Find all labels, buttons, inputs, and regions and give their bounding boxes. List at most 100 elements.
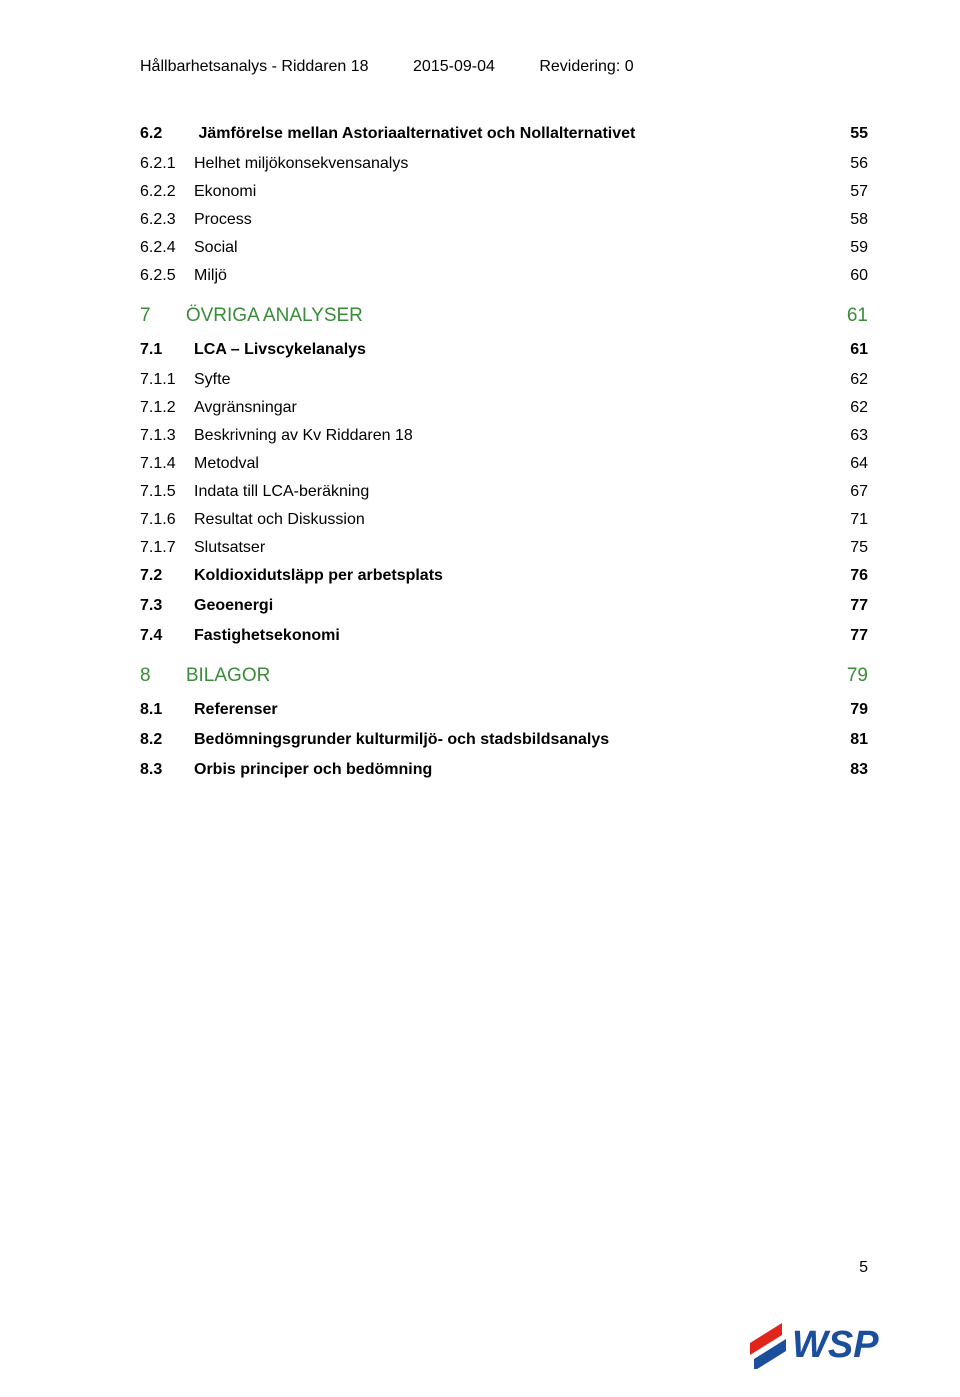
toc-heading-num: 8 [140, 664, 170, 688]
toc-page: 60 [828, 266, 868, 286]
toc-page: 77 [828, 596, 868, 616]
toc-row: 8.3Orbis principer och bedömning 83 [140, 760, 868, 780]
toc-text: LCA – Livscykelanalys [194, 341, 366, 358]
toc-row: 7.1.4Metodval 64 [140, 454, 868, 474]
toc-page: 59 [828, 238, 868, 258]
toc-num: 6.2.4 [140, 238, 194, 258]
toc-num: 8.2 [140, 730, 194, 750]
toc-text: Bedömningsgrunder kulturmiljö- och stads… [194, 731, 609, 748]
toc-num: 8.3 [140, 760, 194, 780]
toc-text: Resultat och Diskussion [194, 511, 365, 528]
toc-heading-label: 8 BILAGOR [140, 664, 828, 688]
toc-page: 77 [828, 626, 868, 646]
toc-page: 61 [828, 340, 868, 360]
page-number: 5 [859, 1259, 868, 1277]
toc-row: 7.1.3Beskrivning av Kv Riddaren 18 63 [140, 426, 868, 446]
toc-num: 6.2.1 [140, 154, 194, 174]
toc-num: 6.2 [140, 124, 194, 144]
toc-text: Ekonomi [194, 183, 256, 200]
toc-num: 7.3 [140, 596, 194, 616]
toc-num: 7.2 [140, 566, 194, 586]
toc-text: Indata till LCA-beräkning [194, 483, 369, 500]
toc-heading-row: 8 BILAGOR 79 [140, 664, 868, 688]
toc-num: 7.1 [140, 340, 194, 360]
header-left: Hållbarhetsanalys - Riddaren 18 [140, 58, 369, 76]
toc-row: 6.2.1Helhet miljökonsekvensanalys 56 [140, 154, 868, 174]
toc-heading-num: 7 [140, 304, 170, 328]
toc-row: 7.4Fastighetsekonomi 77 [140, 626, 868, 646]
toc-heading-text: BILAGOR [186, 665, 270, 686]
toc-num: 7.1.1 [140, 370, 194, 390]
toc-text: Social [194, 239, 238, 256]
toc-page: 67 [828, 482, 868, 502]
toc-text: Metodval [194, 455, 259, 472]
toc-num: 7.1.4 [140, 454, 194, 474]
toc-text: Jämförelse mellan Astoriaalternativet oc… [198, 125, 635, 142]
toc-num: 6.2.2 [140, 182, 194, 202]
toc-section-8: 8 BILAGOR 79 8.1Referenser 79 8.2Bedömnin… [140, 664, 868, 780]
toc-text: Beskrivning av Kv Riddaren 18 [194, 427, 413, 444]
toc-row: 7.3Geoenergi 77 [140, 596, 868, 616]
toc-num: 7.1.3 [140, 426, 194, 446]
header-spacer1 [369, 58, 413, 76]
toc-row: 7.2Koldioxidutsläpp per arbetsplats 76 [140, 566, 868, 586]
toc-text: Fastighetsekonomi [194, 627, 340, 644]
toc-text: Slutsatser [194, 539, 265, 556]
toc-page: 76 [828, 566, 868, 586]
toc-heading-page: 79 [828, 664, 868, 688]
toc-page: 62 [828, 398, 868, 418]
toc-row: 6.2.3Process 58 [140, 210, 868, 230]
document-page: Hållbarhetsanalys - Riddaren 18 2015-09-… [0, 0, 960, 1397]
toc-text: Orbis principer och bedömning [194, 761, 432, 778]
toc-num: 6.2.5 [140, 266, 194, 286]
toc-section-7: 7 ÖVRIGA ANALYSER 61 7.1LCA – Livscykela… [140, 304, 868, 646]
toc-row: 7.1LCA – Livscykelanalys 61 [140, 340, 868, 360]
toc-page: 75 [828, 538, 868, 558]
toc-num: 6.2.3 [140, 210, 194, 230]
toc-page: 58 [828, 210, 868, 230]
toc-row: 7.1.7Slutsatser 75 [140, 538, 868, 558]
toc-label: 6.2 Jämförelse mellan Astoriaalternative… [140, 124, 828, 144]
toc-num: 7.1.7 [140, 538, 194, 558]
toc-section-6: 6.2 Jämförelse mellan Astoriaalternative… [140, 124, 868, 286]
toc-page: 83 [828, 760, 868, 780]
toc-page: 79 [828, 700, 868, 720]
toc-heading-text: ÖVRIGA ANALYSER [186, 305, 363, 326]
toc-page: 57 [828, 182, 868, 202]
toc-row: 6.2.5Miljö 60 [140, 266, 868, 286]
wsp-logo-text: WSP [792, 1324, 879, 1366]
toc-num: 8.1 [140, 700, 194, 720]
toc-text: Geoenergi [194, 597, 273, 614]
toc-num: 7.1.6 [140, 510, 194, 530]
toc-text: Koldioxidutsläpp per arbetsplats [194, 567, 443, 584]
toc-row: 7.1.5Indata till LCA-beräkning 67 [140, 482, 868, 502]
toc-page: 81 [828, 730, 868, 750]
toc-row: 7.1.2Avgränsningar 62 [140, 398, 868, 418]
toc-row: 8.2Bedömningsgrunder kulturmiljö- och st… [140, 730, 868, 750]
toc-heading-label: 7 ÖVRIGA ANALYSER [140, 304, 828, 328]
toc-num: 7.1.5 [140, 482, 194, 502]
toc-text: Avgränsningar [194, 399, 297, 416]
toc-page: 62 [828, 370, 868, 390]
toc-row: 6.2.2Ekonomi 57 [140, 182, 868, 202]
toc-page: 71 [828, 510, 868, 530]
toc-row: 6.2 Jämförelse mellan Astoriaalternative… [140, 124, 868, 144]
toc-row: 7.1.6Resultat och Diskussion 71 [140, 510, 868, 530]
wsp-logo-icon: WSP [748, 1313, 898, 1369]
toc-num: 7.4 [140, 626, 194, 646]
toc-heading-page: 61 [828, 304, 868, 328]
toc-text: Syfte [194, 371, 230, 388]
toc-row: 6.2.4Social 59 [140, 238, 868, 258]
toc-num: 7.1.2 [140, 398, 194, 418]
toc-row: 8.1Referenser 79 [140, 700, 868, 720]
toc-page: 56 [828, 154, 868, 174]
toc-text: Process [194, 211, 252, 228]
header-center: 2015-09-04 [413, 58, 495, 76]
toc-heading-row: 7 ÖVRIGA ANALYSER 61 [140, 304, 868, 328]
header-right: Revidering: 0 [539, 58, 633, 76]
header-spacer2 [495, 58, 539, 76]
toc-text: Referenser [194, 701, 278, 718]
toc-page: 63 [828, 426, 868, 446]
toc-page: 64 [828, 454, 868, 474]
toc-text: Helhet miljökonsekvensanalys [194, 155, 408, 172]
